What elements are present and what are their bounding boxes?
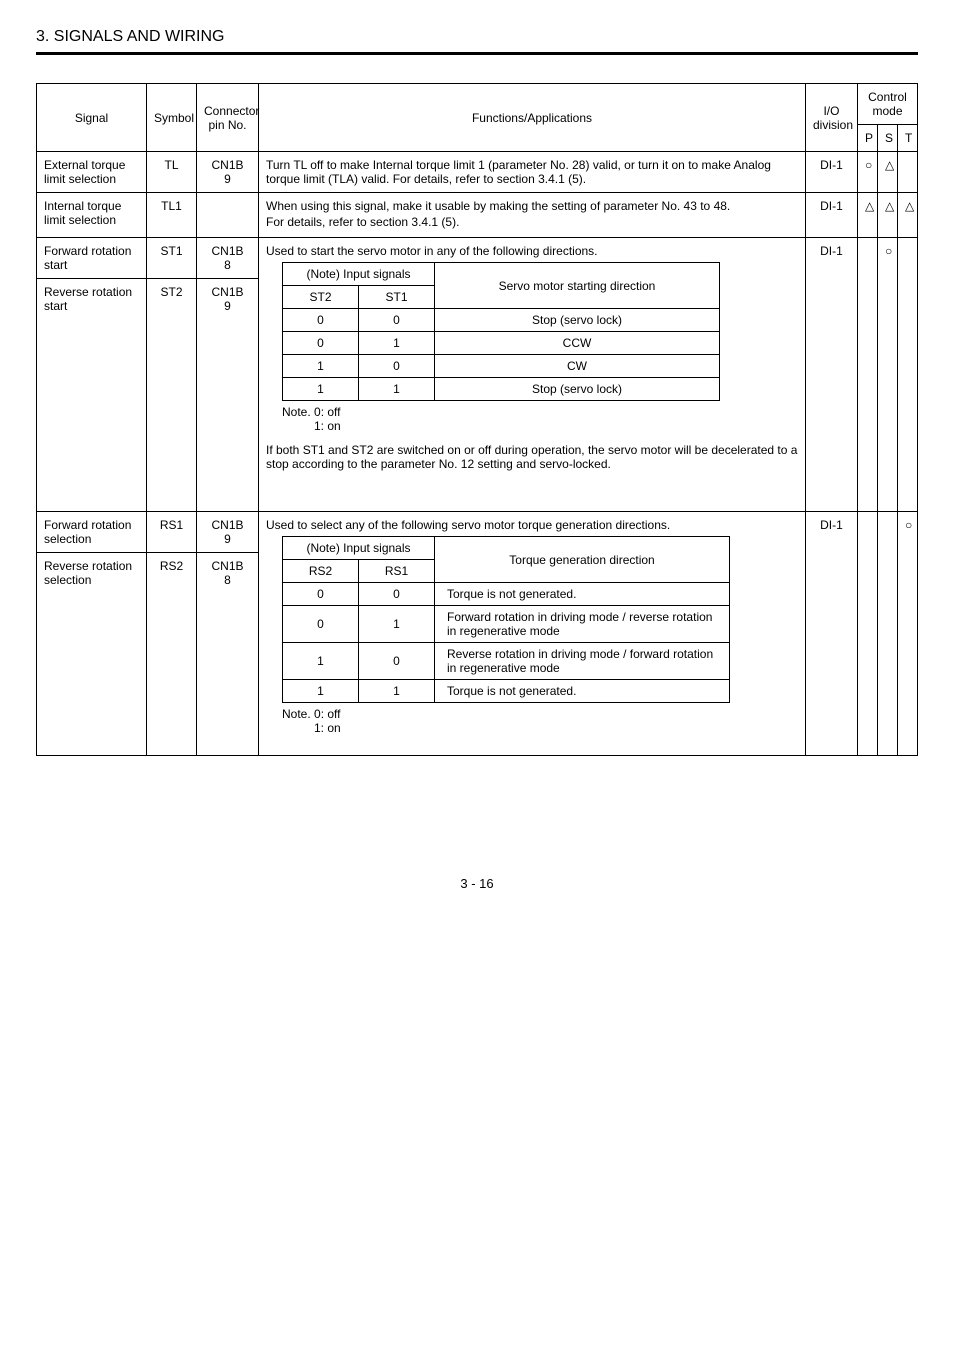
cell-P: △ <box>857 193 877 238</box>
row-external-torque: External torque limit selection TL CN1B … <box>37 152 918 193</box>
cell-T: ○ <box>897 512 917 756</box>
torque-note: Note. 0: off <box>282 707 798 721</box>
r1a: 0 <box>283 332 359 355</box>
tr3b: 1 <box>359 680 435 703</box>
tr1d: Forward rotation in driving mode / rever… <box>435 606 730 643</box>
servo-note: Note. 0: off <box>282 405 798 419</box>
cell-symbol: ST1 <box>147 238 197 279</box>
cell-S <box>877 512 897 756</box>
tr0a: 0 <box>283 583 359 606</box>
r0d: Stop (servo lock) <box>435 309 720 332</box>
cell-signal: Internal torque limit selection <box>37 193 147 238</box>
servo-h2: Servo motor starting direction <box>435 263 720 309</box>
tr0b: 0 <box>359 583 435 606</box>
cell-io: DI-1 <box>805 238 857 512</box>
row-forward-rotation-selection: Forward rotation selection RS1 CN1B 9 Us… <box>37 512 918 553</box>
servo-c1: ST2 <box>283 286 359 309</box>
signals-table: Signal Symbol Connector pin No. Function… <box>36 83 918 756</box>
cell-func-servo: Used to start the servo motor in any of … <box>259 238 806 512</box>
torque-intro: Used to select any of the following serv… <box>266 518 798 532</box>
hdr-T: T <box>897 125 917 152</box>
cell-conn: CN1B 9 <box>197 279 259 512</box>
r0b: 0 <box>359 309 435 332</box>
cell-conn: CN1B 8 <box>197 238 259 279</box>
servo-note2: 1: on <box>314 419 798 433</box>
cell-symbol: TL1 <box>147 193 197 238</box>
r3d: Stop (servo lock) <box>435 378 720 401</box>
cell-T <box>897 238 917 512</box>
torque-note2: 1: on <box>314 721 798 735</box>
r1d: CCW <box>435 332 720 355</box>
cell-io: DI-1 <box>805 512 857 756</box>
cell-S: △ <box>877 152 897 193</box>
cell-symbol: ST2 <box>147 279 197 512</box>
cell-signal: External torque limit selection <box>37 152 147 193</box>
servo-c2: ST1 <box>359 286 435 309</box>
tr1b: 1 <box>359 606 435 643</box>
tr2b: 0 <box>359 643 435 680</box>
cell-conn <box>197 193 259 238</box>
hdr-io: I/O division <box>805 84 857 152</box>
page-heading: 3. SIGNALS AND WIRING <box>36 28 918 46</box>
cell-symbol: RS2 <box>147 553 197 756</box>
hdr-S: S <box>877 125 897 152</box>
func-line2: For details, refer to section 3.4.1 (5). <box>266 215 798 229</box>
cell-conn: CN1B 9 <box>197 152 259 193</box>
cell-signal: Forward rotation selection <box>37 512 147 553</box>
r2b: 0 <box>359 355 435 378</box>
cell-signal: Reverse rotation selection <box>37 553 147 756</box>
hdr-signal: Signal <box>37 84 147 152</box>
hdr-functions: Functions/Applications <box>259 84 806 152</box>
tr1a: 0 <box>283 606 359 643</box>
torque-table: (Note) Input signals Torque generation d… <box>282 536 730 703</box>
heading-rule <box>36 52 918 55</box>
r0a: 0 <box>283 309 359 332</box>
hdr-control-mode: Control mode <box>857 84 917 125</box>
page-footer: 3 - 16 <box>36 876 918 891</box>
cell-func: When using this signal, make it usable b… <box>259 193 806 238</box>
cell-T: △ <box>897 193 917 238</box>
cell-io: DI-1 <box>805 152 857 193</box>
servo-after1: If both ST1 and ST2 are switched on or o… <box>266 443 798 471</box>
hdr-P: P <box>857 125 877 152</box>
func-line1: When using this signal, make it usable b… <box>266 199 798 213</box>
tr2d: Reverse rotation in driving mode / forwa… <box>435 643 730 680</box>
cell-func: Turn TL off to make Internal torque limi… <box>259 152 806 193</box>
r2a: 1 <box>283 355 359 378</box>
cell-io: DI-1 <box>805 193 857 238</box>
cell-symbol: TL <box>147 152 197 193</box>
cell-P: ○ <box>857 152 877 193</box>
servo-table: (Note) Input signals Servo motor startin… <box>282 262 720 401</box>
cell-P <box>857 512 877 756</box>
cell-S: ○ <box>877 238 897 512</box>
cell-symbol: RS1 <box>147 512 197 553</box>
torque-c2: RS1 <box>359 560 435 583</box>
cell-signal: Forward rotation start <box>37 238 147 279</box>
hdr-symbol: Symbol <box>147 84 197 152</box>
servo-intro: Used to start the servo motor in any of … <box>266 244 798 258</box>
cell-conn: CN1B 9 <box>197 512 259 553</box>
row-forward-rotation-start: Forward rotation start ST1 CN1B 8 Used t… <box>37 238 918 279</box>
cell-signal: Reverse rotation start <box>37 279 147 512</box>
torque-h1: (Note) Input signals <box>283 537 435 560</box>
tr3a: 1 <box>283 680 359 703</box>
r3b: 1 <box>359 378 435 401</box>
hdr-connector: Connector pin No. <box>197 84 259 152</box>
r2d: CW <box>435 355 720 378</box>
torque-c1: RS2 <box>283 560 359 583</box>
torque-h2: Torque generation direction <box>435 537 730 583</box>
tr3d: Torque is not generated. <box>435 680 730 703</box>
r3a: 1 <box>283 378 359 401</box>
cell-T <box>897 152 917 193</box>
servo-h1: (Note) Input signals <box>283 263 435 286</box>
cell-P <box>857 238 877 512</box>
tr2a: 1 <box>283 643 359 680</box>
cell-S: △ <box>877 193 897 238</box>
r1b: 1 <box>359 332 435 355</box>
tr0d: Torque is not generated. <box>435 583 730 606</box>
cell-func-torque: Used to select any of the following serv… <box>259 512 806 756</box>
row-internal-torque: Internal torque limit selection TL1 When… <box>37 193 918 238</box>
cell-conn: CN1B 8 <box>197 553 259 756</box>
